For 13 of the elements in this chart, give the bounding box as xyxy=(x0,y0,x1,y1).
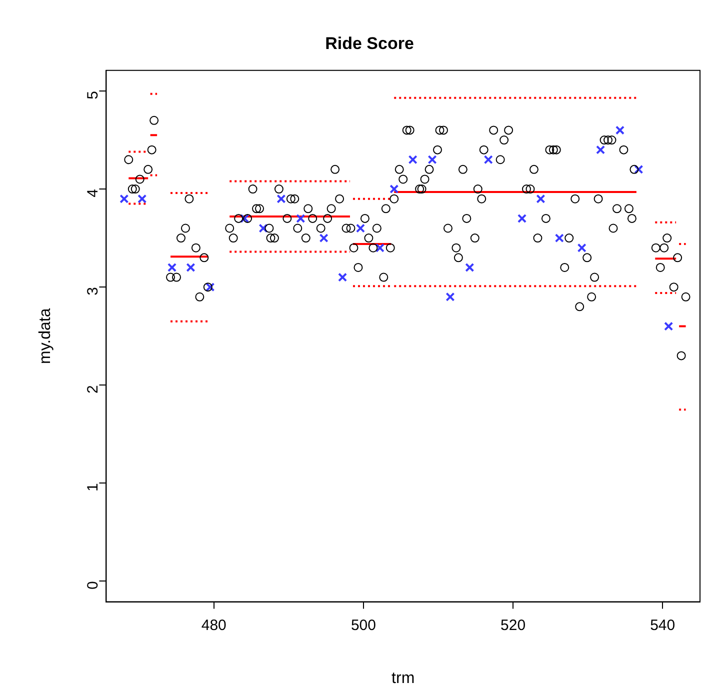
x-tick-label: 520 xyxy=(500,616,526,634)
y-tick-label: 0 xyxy=(84,581,102,590)
x-tick-label: 540 xyxy=(650,616,676,634)
y-tick-label: 2 xyxy=(84,385,102,394)
y-tick-label: 3 xyxy=(84,287,102,296)
x-tick-label: 480 xyxy=(201,616,226,634)
y-tick-label: 4 xyxy=(84,189,102,198)
y-tick-label: 1 xyxy=(84,483,102,492)
x-tick-label: 500 xyxy=(350,616,376,634)
chart-title: Ride Score xyxy=(325,34,414,53)
y-axis-title: my.data xyxy=(37,308,54,364)
x-axis-title: trm xyxy=(392,670,415,687)
y-tick-label: 5 xyxy=(84,90,102,100)
